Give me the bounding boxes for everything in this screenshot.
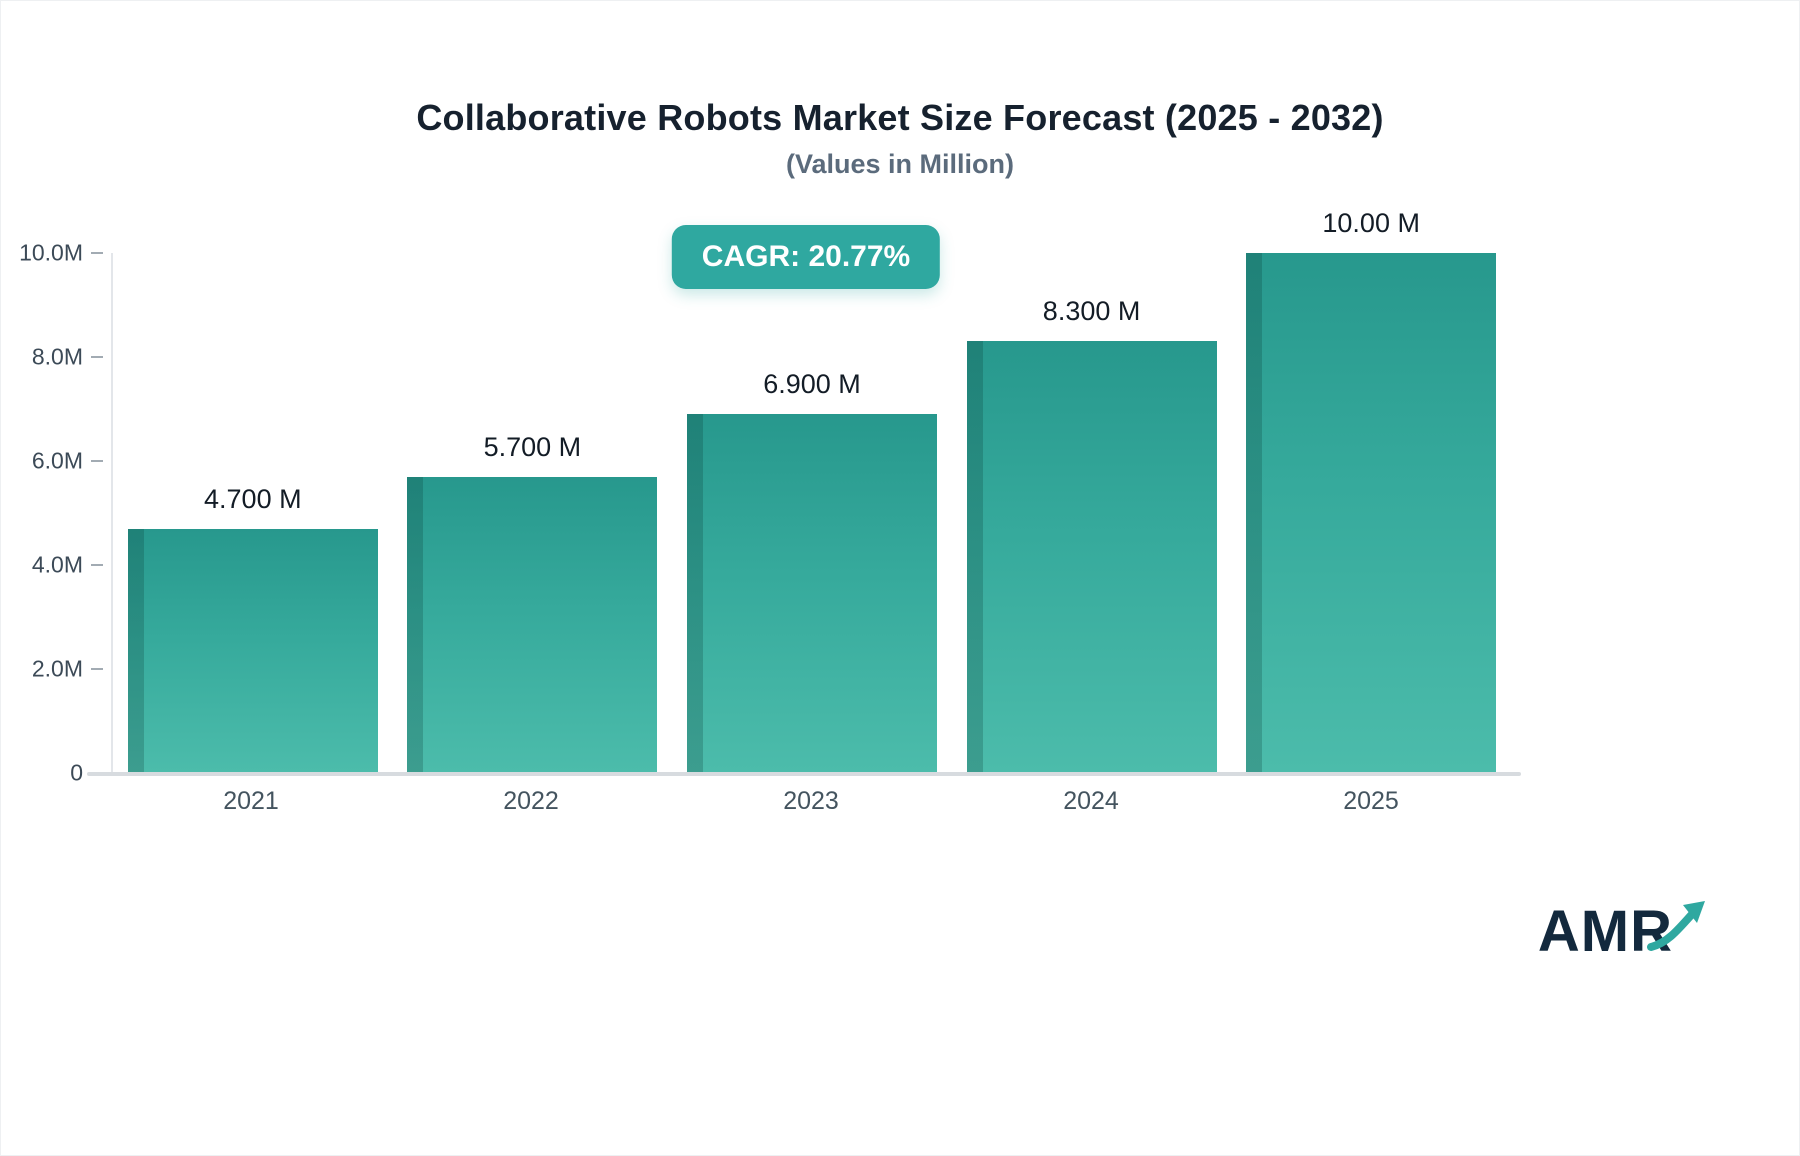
amr-logo-text: AMR bbox=[1537, 899, 1673, 964]
bar-value-label-2024: 8.300 M bbox=[1042, 296, 1141, 327]
y-axis: 0 2.0M 4.0M 6.0M 8.0M 10.0M bbox=[1, 240, 111, 786]
y-tick-dash bbox=[91, 356, 103, 358]
growth-arrow-icon bbox=[1647, 897, 1709, 960]
bar-2022 bbox=[407, 476, 658, 773]
x-tick-label-2025: 2025 bbox=[1343, 787, 1399, 815]
cagr-badge: CAGR: 20.77% bbox=[671, 225, 941, 289]
bar-2023 bbox=[686, 414, 937, 773]
y-tick-label: 0 bbox=[70, 759, 83, 786]
y-tick-label: 10.0M bbox=[19, 239, 83, 266]
y-tick-label: 2.0M bbox=[31, 655, 83, 682]
x-tick-label-2021: 2021 bbox=[223, 787, 279, 815]
bar-value-label-2025: 10.00 M bbox=[1322, 208, 1420, 238]
y-tick-dash bbox=[91, 252, 103, 254]
amr-logo: AMR bbox=[1538, 898, 1709, 965]
bar-value-label-2022: 5.700 M bbox=[483, 431, 582, 462]
x-tick-label-2024: 2024 bbox=[1063, 787, 1119, 815]
plot-area: 4.700 M 5.700 M 6.900 M 8.300 M 10.00 M bbox=[87, 208, 1521, 776]
x-axis-labels: 2021 2022 2023 2024 2025 bbox=[111, 787, 1511, 816]
x-tick-label-2022: 2022 bbox=[503, 787, 559, 815]
bar-2024 bbox=[966, 341, 1217, 773]
bar-slot-2024: 8.300 M bbox=[952, 253, 1232, 773]
y-tick-label: 8.0M bbox=[31, 343, 83, 370]
y-tick-dash bbox=[91, 460, 103, 462]
bar-slot-2022: 5.700 M bbox=[393, 253, 673, 773]
bars-row: 4.700 M 5.700 M 6.900 M 8.300 M 10.00 M bbox=[113, 208, 1511, 773]
y-tick-label: 6.0M bbox=[31, 447, 83, 474]
x-tick-label-2023: 2023 bbox=[783, 787, 839, 815]
chart-title: Collaborative Robots Market Size Forecas… bbox=[416, 97, 1384, 138]
y-tick-dash bbox=[91, 564, 103, 566]
bar-value-label-2021: 4.700 M bbox=[204, 483, 302, 514]
bar-value-label-2023: 6.900 M bbox=[763, 369, 861, 400]
bar-slot-2021: 4.700 M bbox=[113, 253, 393, 773]
y-tick-label: 4.0M bbox=[31, 551, 83, 578]
bar-2025 bbox=[1246, 253, 1497, 773]
bar-2021 bbox=[127, 528, 378, 773]
bar-slot-2023: 6.900 M bbox=[672, 253, 952, 773]
y-tick-dash bbox=[91, 668, 103, 670]
bar-slot-2025: 10.00 M bbox=[1231, 208, 1511, 773]
chart-subtitle: (Values in Million) bbox=[785, 149, 1015, 179]
x-axis-line bbox=[87, 772, 1521, 776]
